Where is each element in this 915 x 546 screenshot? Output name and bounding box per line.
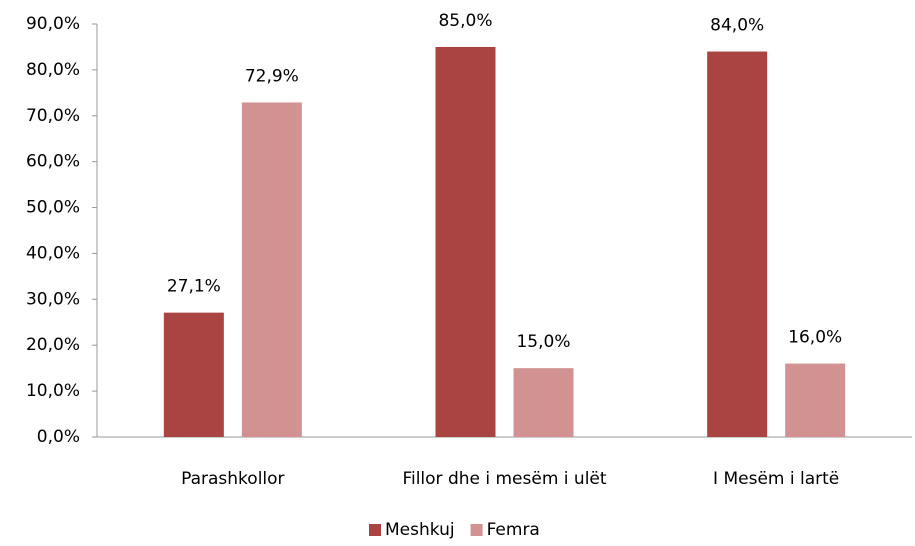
y-tick-label: 90,0%: [26, 14, 80, 34]
legend-swatch: [369, 524, 381, 536]
value-label: 85,0%: [438, 11, 492, 31]
y-tick-label: 20,0%: [26, 335, 80, 355]
y-tick-label: 80,0%: [26, 60, 80, 80]
bar: [241, 102, 302, 437]
y-tick-label: 10,0%: [26, 381, 80, 401]
y-tick-label: 40,0%: [26, 243, 80, 263]
y-tick-label: 70,0%: [26, 106, 80, 126]
legend-label: Meshkuj: [385, 520, 455, 540]
y-tick-label: 50,0%: [26, 198, 80, 218]
x-tick-label: I Mesëm i lartë: [713, 469, 839, 489]
x-tick-label: Fillor dhe i mesëm i ulët: [402, 469, 606, 489]
y-tick-label: 30,0%: [26, 289, 80, 309]
bar: [707, 51, 768, 438]
value-label: 84,0%: [710, 16, 764, 36]
bar: [435, 46, 496, 437]
value-label: 72,9%: [245, 66, 299, 86]
value-label: 16,0%: [788, 328, 842, 348]
x-tick-label: Parashkollor: [181, 469, 284, 489]
legend-swatch: [470, 524, 483, 536]
bar: [513, 368, 574, 437]
y-tick-label: 0,0%: [37, 427, 80, 447]
value-label: 15,0%: [516, 332, 570, 352]
bar: [785, 363, 846, 437]
value-label: 27,1%: [167, 277, 221, 297]
legend-label: Femra: [487, 520, 540, 540]
y-tick-label: 60,0%: [26, 152, 80, 172]
bar: [163, 312, 224, 437]
